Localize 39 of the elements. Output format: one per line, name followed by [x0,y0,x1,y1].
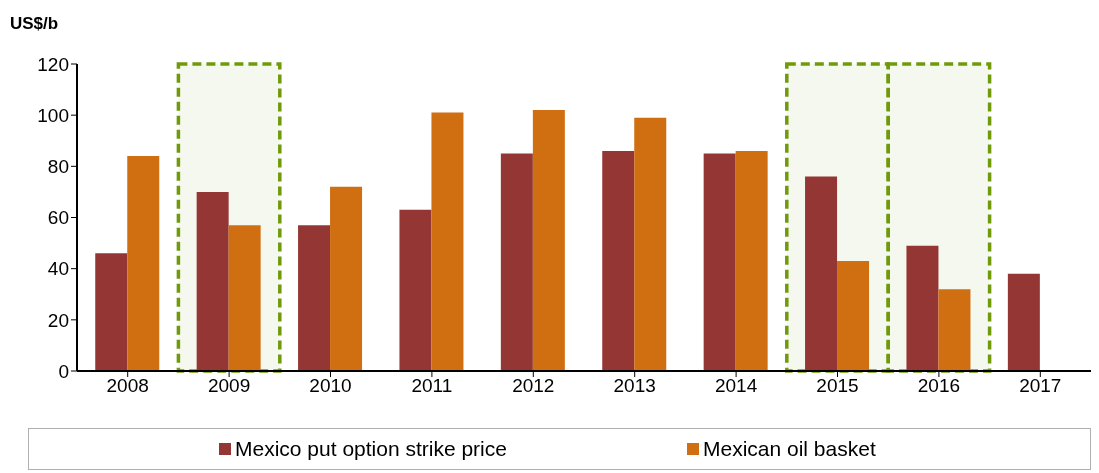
bar [95,253,128,371]
y-tick-label: 80 [47,156,69,178]
bar [805,176,838,371]
bar [298,225,331,371]
bar [500,153,533,371]
y-tick-label: 20 [47,309,69,331]
y-tick-label: 0 [58,360,69,382]
legend-label: Mexican oil basket [701,437,876,461]
x-tick-label: 2013 [613,375,656,397]
legend-label: Mexico put option strike price [234,437,507,461]
bar [228,225,261,371]
x-tick-label: 2014 [714,375,758,397]
y-tick-label: 60 [47,207,69,229]
bar [127,156,160,371]
x-tick-label: 2009 [207,375,251,397]
bar [735,150,768,371]
x-tick-label: 2008 [106,375,149,397]
y-tick-label: 120 [37,53,69,75]
y-tick-label: 100 [37,104,69,126]
x-tick-label: 2011 [411,375,453,397]
x-tick-label: 2010 [309,375,352,397]
bar [1007,273,1040,371]
x-tick-label: 2015 [816,375,859,397]
bar [399,209,432,371]
bar [634,117,667,371]
bar [431,112,464,371]
y-tick-label: 40 [47,258,69,280]
x-tick-label: 2016 [917,375,961,397]
x-tick-label: 2012 [512,375,555,397]
bar [196,191,229,371]
bar [703,153,736,371]
y-axis-title: US$/b [10,14,59,34]
bar [602,150,635,371]
bar [330,186,363,371]
bar [532,110,565,371]
bar [837,260,870,371]
x-tick-label: 2017 [1019,375,1062,397]
bar [906,245,939,371]
bar [938,289,971,371]
